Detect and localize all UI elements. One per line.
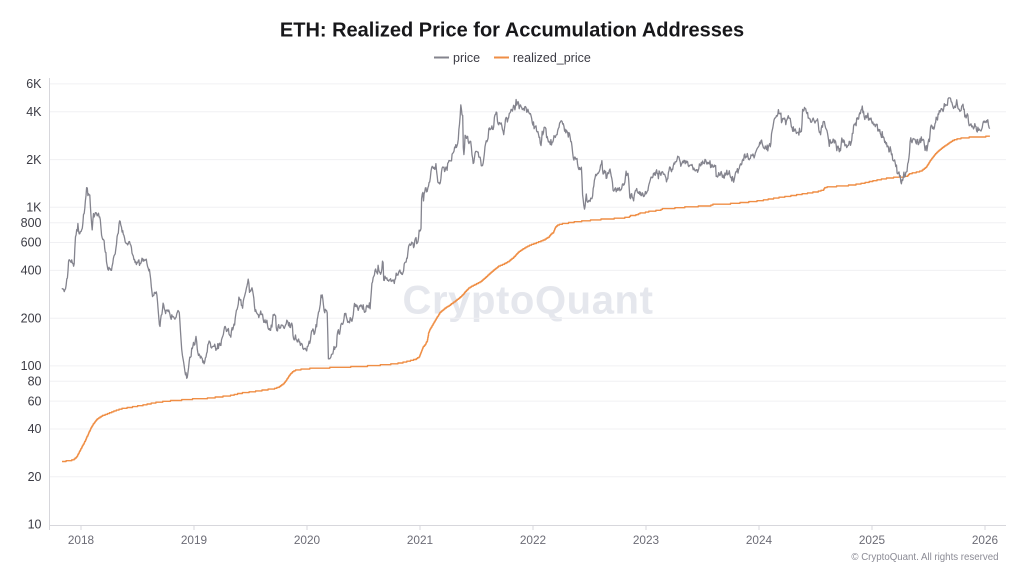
svg-text:100: 100 — [21, 359, 42, 373]
svg-text:ETH: Realized Price for Accumu: ETH: Realized Price for Accumulation Add… — [280, 20, 744, 42]
svg-text:2023: 2023 — [633, 533, 660, 547]
svg-text:1K: 1K — [26, 201, 42, 215]
svg-text:© CryptoQuant. All rights rese: © CryptoQuant. All rights reserved — [851, 552, 998, 563]
svg-text:600: 600 — [21, 236, 42, 250]
svg-text:6K: 6K — [26, 77, 42, 91]
svg-text:4K: 4K — [26, 105, 42, 119]
svg-text:2021: 2021 — [407, 533, 433, 547]
svg-text:2019: 2019 — [181, 533, 207, 547]
svg-text:40: 40 — [28, 422, 42, 436]
svg-text:400: 400 — [21, 264, 42, 278]
svg-text:price: price — [453, 51, 480, 65]
svg-text:2024: 2024 — [746, 533, 773, 547]
svg-text:realized_price: realized_price — [513, 51, 591, 65]
svg-text:80: 80 — [28, 375, 42, 389]
svg-text:2020: 2020 — [294, 533, 321, 547]
svg-text:2026: 2026 — [972, 533, 999, 547]
svg-text:20: 20 — [28, 470, 42, 484]
svg-text:10: 10 — [28, 518, 42, 532]
svg-text:2025: 2025 — [859, 533, 886, 547]
svg-text:60: 60 — [28, 394, 42, 408]
svg-text:2022: 2022 — [520, 533, 546, 547]
svg-text:800: 800 — [21, 216, 42, 230]
svg-text:2018: 2018 — [68, 533, 95, 547]
svg-text:200: 200 — [21, 311, 42, 325]
svg-text:CryptoQuant: CryptoQuant — [402, 279, 653, 323]
svg-text:2K: 2K — [26, 153, 42, 167]
